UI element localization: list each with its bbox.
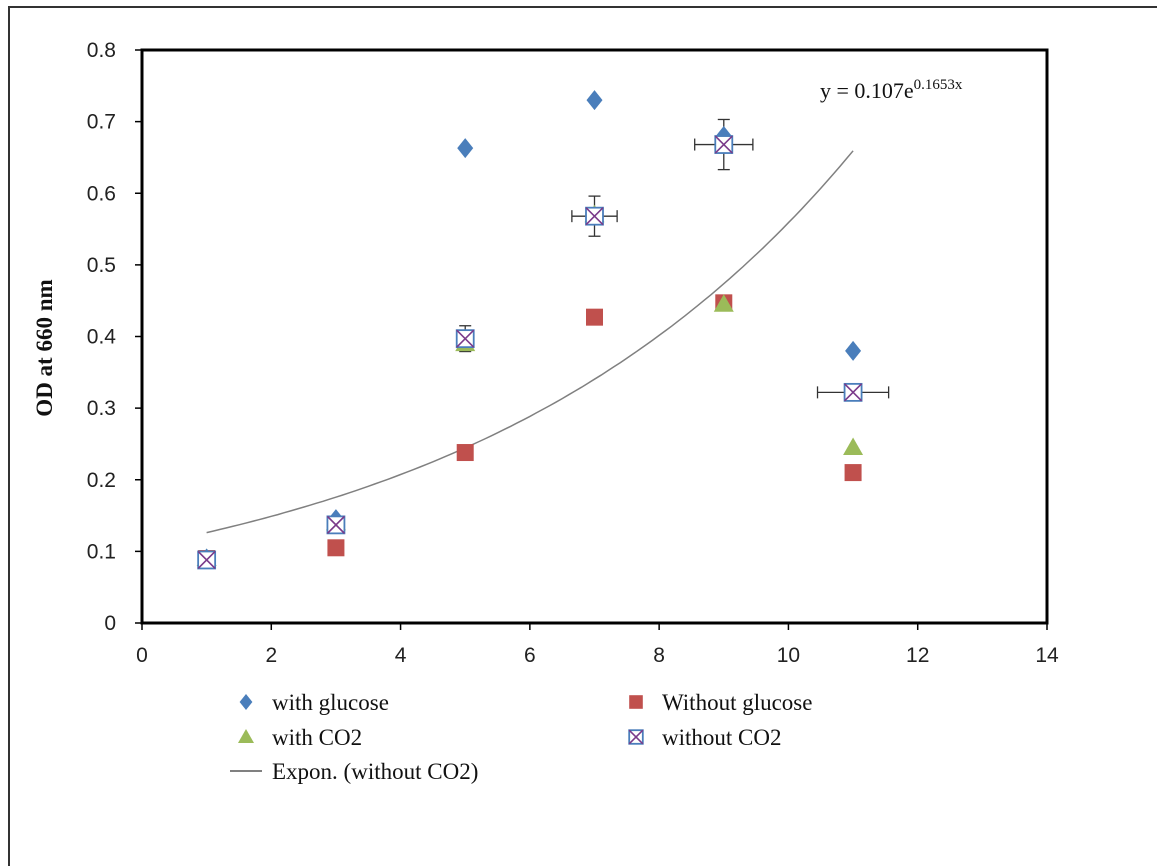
- trendline-equation: y = 0.107e0.1653x: [820, 77, 963, 103]
- y-tick-label: 0.7: [87, 111, 116, 134]
- trendline-curve: [206, 150, 854, 534]
- legend-label-with-co2: with CO2: [272, 725, 362, 750]
- y-tick-label: 0.4: [87, 326, 117, 349]
- y-tick-label: 0: [104, 612, 116, 635]
- point-without-co2: [585, 206, 604, 226]
- point-without-co2-x2: [326, 515, 345, 534]
- x-tick-label: 4: [395, 644, 407, 667]
- point-without-co2-x2: [585, 207, 604, 226]
- legend-marker-without-glucose: [629, 695, 643, 709]
- trendline-layer: [206, 150, 854, 534]
- point-layer: [196, 90, 864, 570]
- point-without-co2: [455, 329, 475, 349]
- y-axis-label: OD at 660 nm: [32, 279, 57, 416]
- legend-marker-without-co2-x2: [628, 729, 644, 745]
- legend-marker-with-glucose: [239, 694, 253, 710]
- error-bar-layer: [459, 118, 890, 399]
- x-tick-label: 2: [265, 644, 277, 667]
- point-without-co2-x2: [844, 383, 863, 402]
- y-tick-label: 0.3: [87, 397, 116, 420]
- y-tick-label: 0.1: [87, 540, 116, 563]
- x-tick-label: 10: [777, 644, 800, 667]
- point-without-co2: [843, 382, 863, 402]
- point-without-glucose: [327, 539, 345, 557]
- point-without-glucose: [844, 464, 862, 482]
- point-with-glucose: [457, 138, 474, 159]
- point-with-glucose: [586, 90, 603, 111]
- point-without-co2-x2: [456, 329, 475, 348]
- legend-label-without-glucose: Without glucose: [662, 690, 812, 715]
- y-tick-label: 0.6: [87, 182, 116, 205]
- x-tick-label: 0: [136, 644, 148, 667]
- x-tick-label: 12: [906, 644, 929, 667]
- point-without-co2: [714, 135, 734, 154]
- figure-frame: [8, 6, 1157, 866]
- point-without-co2-x2: [197, 550, 216, 570]
- x-tick-label: 14: [1035, 644, 1059, 667]
- y-tick-label: 0.5: [87, 254, 116, 277]
- point-without-glucose: [456, 444, 474, 462]
- point-with-glucose: [845, 340, 862, 361]
- equation-base: y = 0.107e: [820, 78, 914, 103]
- plot-area: [140, 48, 1049, 625]
- point-with-co2: [843, 437, 864, 456]
- legend-marker-without-co2: [628, 729, 644, 745]
- y-tick-label: 0.8: [87, 39, 116, 62]
- axis-ticks: 0 2 4 6 8 10 12 14 0 0.1 0.2 0.3 0.4 0.5 0.6 0.7 0.8: [87, 39, 1059, 667]
- legend-label-trendline: Expon. (without CO2): [272, 759, 478, 784]
- y-tick-label: 0.2: [87, 469, 116, 492]
- point-without-glucose: [586, 308, 603, 326]
- point-without-co2: [197, 550, 217, 570]
- x-tick-label: 6: [524, 644, 536, 667]
- legend-label-without-co2: without CO2: [662, 725, 781, 750]
- legend-marker-with-co2: [238, 729, 254, 743]
- legend: with glucose Without glucose with CO2 witho…: [230, 690, 812, 784]
- x-tick-label: 8: [653, 644, 665, 667]
- equation-exponent: 0.1653x: [914, 77, 963, 93]
- point-without-co2-x2: [714, 135, 733, 154]
- point-without-co2: [326, 515, 346, 535]
- legend-label-with-glucose: with glucose: [272, 690, 389, 715]
- point-with-co2: [713, 294, 734, 312]
